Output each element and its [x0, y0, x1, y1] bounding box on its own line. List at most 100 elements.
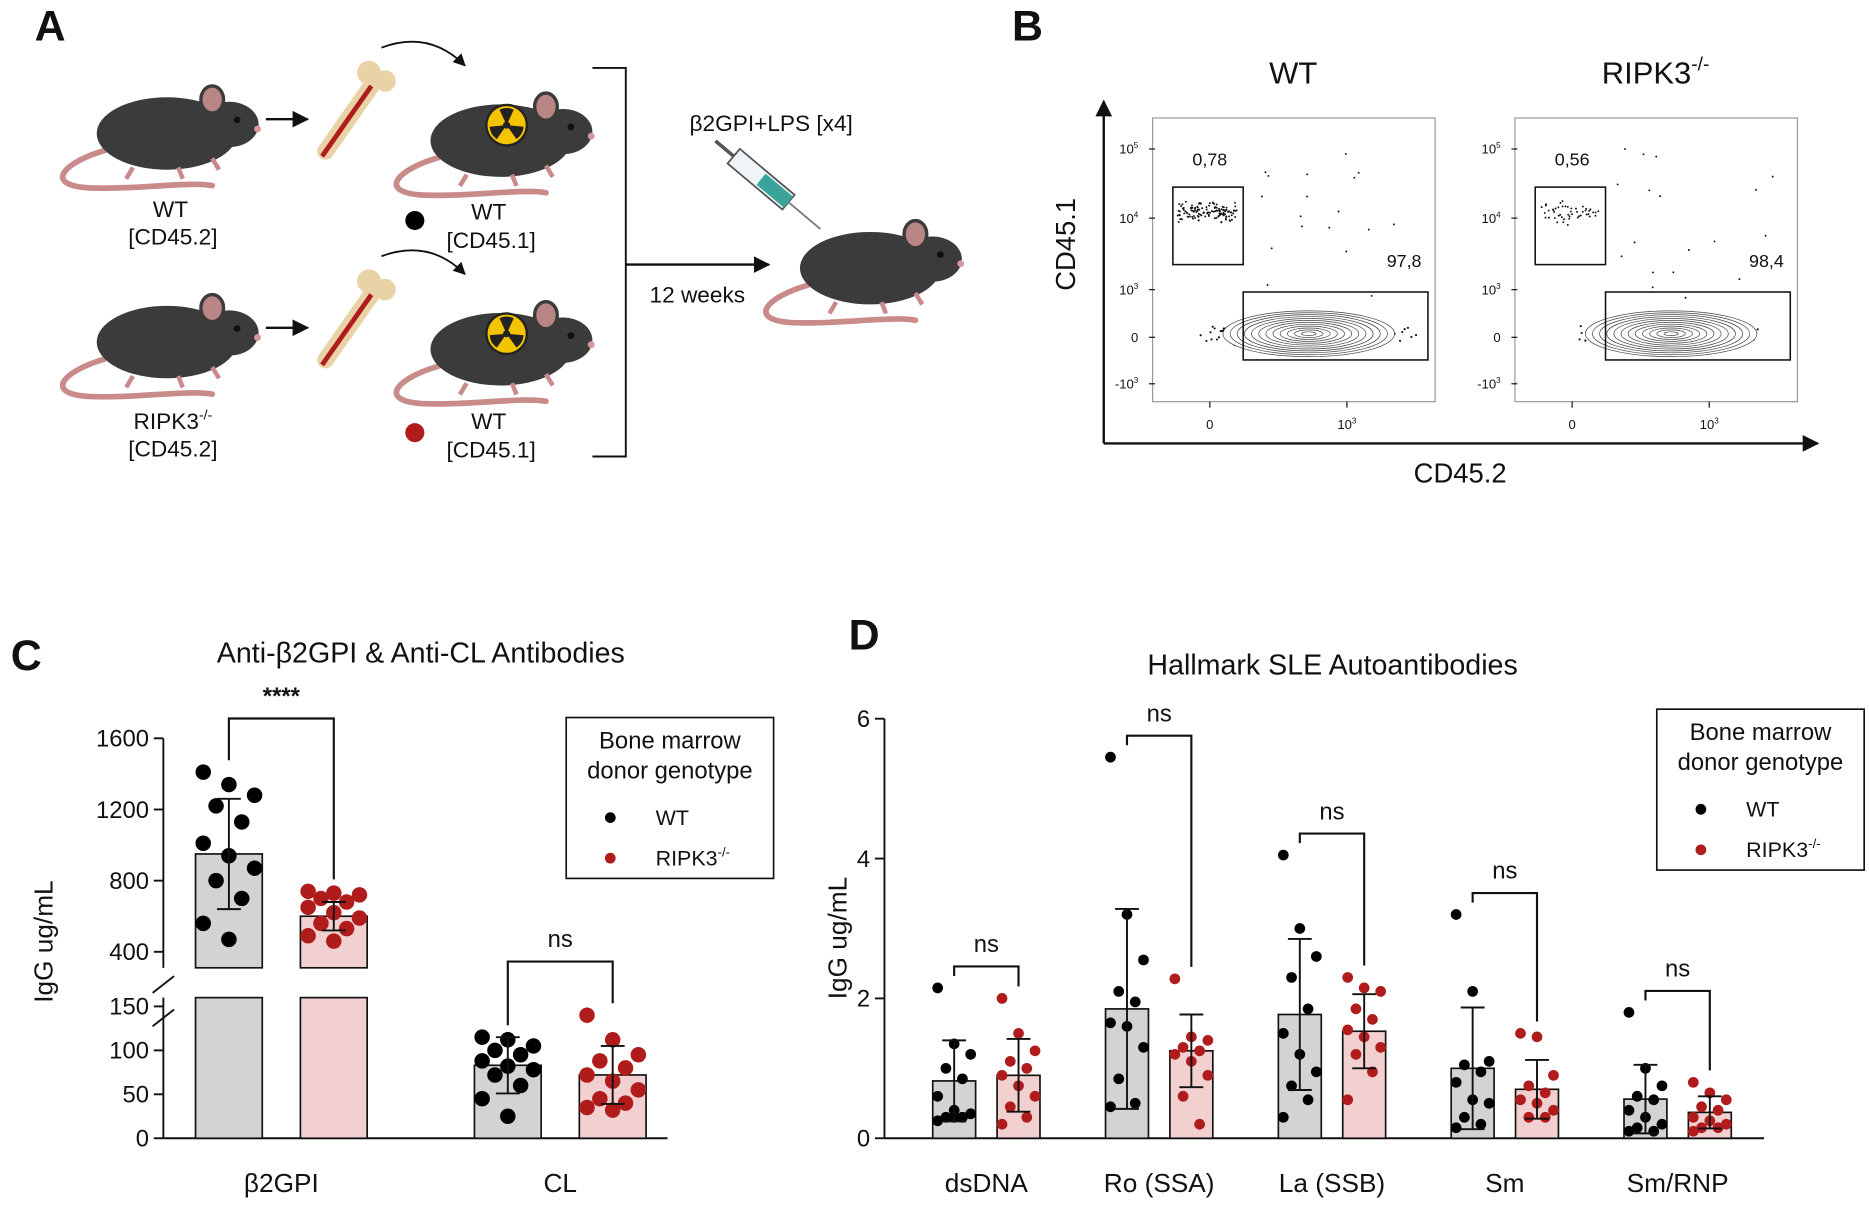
data-point — [1687, 1111, 1699, 1123]
gate-percent: 97,8 — [1387, 251, 1422, 271]
data-point — [1286, 972, 1297, 983]
legend-title: donor genotype — [587, 757, 753, 784]
event-dot — [1684, 296, 1687, 299]
event-dot — [1211, 325, 1214, 328]
data-point — [512, 1077, 529, 1094]
syringe — [714, 139, 822, 230]
y-tick-label: 0 — [857, 1126, 870, 1153]
significance-bracket — [1125, 734, 1193, 967]
data-point — [579, 1067, 595, 1083]
event-dot — [1212, 210, 1215, 213]
label-base: 0 — [1206, 417, 1213, 432]
mouse-body — [799, 231, 941, 305]
contour — [1301, 331, 1317, 336]
contour — [1599, 314, 1743, 354]
label: [CD45.2] — [128, 224, 217, 249]
axis-label: CD45.2 — [1414, 458, 1507, 489]
bar — [194, 996, 264, 1140]
event-dot — [1764, 234, 1767, 237]
y-tick-label: 6 — [857, 706, 870, 733]
event-dot — [1561, 200, 1564, 203]
event-dot — [1188, 213, 1191, 216]
data-point — [1696, 1101, 1707, 1113]
event-dot — [1193, 215, 1195, 217]
event-dot — [1186, 212, 1189, 215]
data-point — [1286, 1080, 1297, 1092]
event-dot — [1209, 331, 1212, 334]
event-dot — [1197, 212, 1200, 215]
event-dot — [1215, 206, 1218, 209]
data-point — [1202, 1069, 1214, 1081]
mouse-nose — [254, 334, 261, 341]
data-point — [1467, 986, 1479, 997]
data-point — [300, 928, 316, 944]
data-point — [1021, 1062, 1033, 1074]
event-dot — [1592, 211, 1595, 214]
contour — [1634, 323, 1708, 344]
event-dot — [1652, 271, 1654, 274]
event-dot — [1180, 205, 1183, 208]
label-base: RIPK3 — [656, 846, 718, 870]
event-dot — [1357, 171, 1360, 174]
y-tick-label: 0 — [1131, 330, 1138, 345]
event-dot — [1217, 336, 1221, 339]
data-point — [1113, 1073, 1125, 1085]
radiation-blade — [489, 125, 507, 140]
event-dot — [1232, 209, 1235, 212]
data-point — [208, 872, 224, 889]
flow-plot-frame — [1514, 117, 1799, 403]
significance-bracket — [506, 960, 614, 1026]
data-point — [1720, 1118, 1732, 1130]
event-dot — [1211, 210, 1214, 213]
event-dot — [1208, 202, 1211, 205]
mouse-ear — [199, 84, 226, 115]
contour — [1258, 320, 1360, 348]
event-dot — [1196, 205, 1199, 208]
data-point — [932, 1115, 944, 1127]
event-dot — [1205, 208, 1208, 211]
event-dot — [1193, 207, 1196, 210]
data-point — [957, 1073, 968, 1085]
chart-title: Anti-β2GPI & Anti-CL Antibodies — [217, 638, 625, 670]
radiation-center — [503, 330, 511, 338]
syringe-plunger — [714, 139, 735, 158]
event-dot — [1204, 215, 1207, 218]
event-dot — [1633, 241, 1636, 244]
event-dot — [1191, 204, 1193, 207]
event-dot — [1556, 221, 1559, 224]
mouse-feet — [124, 157, 221, 180]
event-dot — [1260, 195, 1263, 198]
contour — [1656, 329, 1686, 338]
label-superscript: 5 — [1496, 141, 1501, 150]
event-dot — [1576, 210, 1578, 213]
significance-label: ns — [1492, 858, 1517, 885]
event-dot — [1215, 203, 1218, 206]
event-dot — [1225, 215, 1228, 218]
syringe-fluid — [756, 173, 794, 208]
event-dot — [1540, 206, 1543, 209]
data-point — [1483, 1097, 1495, 1109]
event-dot — [1194, 216, 1197, 219]
event-dot — [1184, 200, 1187, 203]
event-dot — [1406, 326, 1410, 329]
data-point — [1310, 951, 1322, 962]
label-superscript: 3 — [1352, 417, 1357, 426]
y-tick-label: 150 — [109, 994, 149, 1021]
event-dot — [1557, 214, 1560, 217]
event-dot — [1218, 212, 1221, 215]
event-dot — [1194, 209, 1197, 212]
event-dot — [1213, 202, 1216, 205]
event-dot — [1192, 210, 1195, 213]
event-dot — [1559, 213, 1562, 216]
arrow — [381, 249, 466, 276]
event-dot — [1544, 204, 1547, 207]
contour — [1251, 318, 1367, 350]
label-superscript: 3 — [1714, 417, 1719, 426]
label: WT — [471, 409, 506, 434]
data-point — [1523, 1080, 1535, 1092]
label-base: 10 — [1337, 417, 1352, 432]
event-dot — [1198, 208, 1201, 211]
event-dot — [1234, 216, 1237, 218]
mouse-ear — [199, 292, 226, 324]
mouse-nose — [587, 132, 595, 140]
